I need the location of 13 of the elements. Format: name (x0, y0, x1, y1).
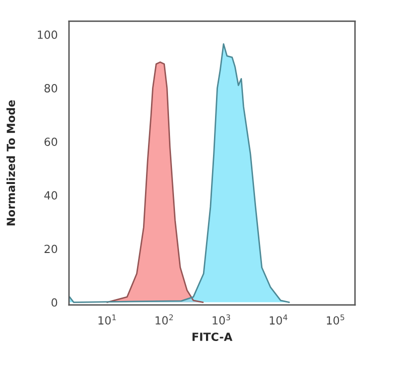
y-tick-label: 80 (44, 84, 58, 92)
x-tick-label: 10$^{3}$ (212, 314, 230, 325)
y-axis-title: Normalized To Mode (6, 100, 16, 226)
x-tick-label: 10$^{2}$ (156, 314, 173, 325)
y-tick-label: 0 (52, 298, 58, 307)
x-tick-label: 10$^{4}$ (270, 314, 288, 325)
x-axis-title: FITC-A (192, 332, 232, 341)
y-tick-label: 20 (44, 244, 58, 254)
x-tick-label: 10$^{1}$ (98, 314, 116, 325)
y-tick-label: 60 (44, 138, 58, 146)
x-tick-label: 10$^{5}$ (326, 314, 344, 325)
y-tick-label: 40 (44, 191, 58, 200)
y-tick-label: 100 (38, 30, 58, 39)
